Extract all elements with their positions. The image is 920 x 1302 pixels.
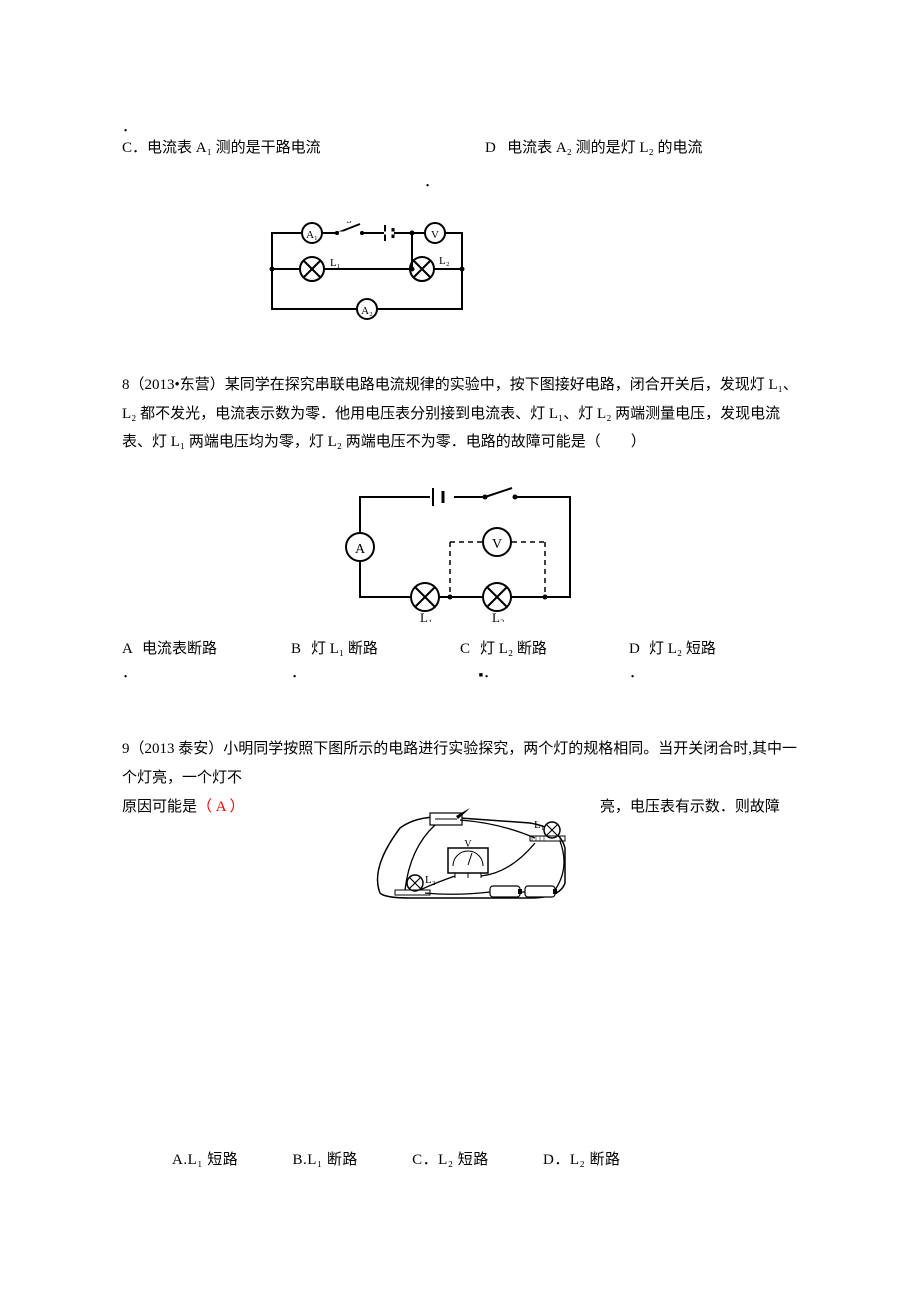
q9-text-before: 小明同学按照下图所示的电路进行实验探究，两个灯的规格相同。当开关闭合时,其中一个…	[122, 741, 797, 786]
q8-number: 8	[122, 377, 130, 393]
q9-option-a: A.L₁ 短路	[172, 1148, 238, 1169]
q7-option-d: D 电流表 A₂ 测的是灯 L₂ 的电流	[485, 136, 798, 160]
option-d-text: D 电流表 A₂ 测的是灯 L₂ 的电流	[485, 140, 703, 156]
svg-text:V: V	[464, 839, 472, 850]
q9-wrap-row: 原因可能是（ A ）	[122, 793, 798, 908]
question-8: 8（2013•东营）某同学在探究串联电路电流规律的实验中，按下图接好电路，闭合开…	[122, 371, 798, 457]
svg-text:A₂: A₂	[361, 305, 373, 317]
svg-text:A₁: A₁	[306, 229, 318, 241]
q9-option-d: D．L₂ 断路	[543, 1148, 620, 1169]
q9-text-after: 亮，电压表有示数．则故障	[600, 799, 780, 815]
svg-text:L₁: L₁	[420, 610, 432, 622]
q9-answer: （ A ）	[197, 799, 245, 815]
q7-option-c: C．电流表 A₁ 测的是干路电流	[122, 136, 435, 160]
q9-option-c: C．L₂ 短路	[412, 1148, 489, 1169]
question-9: 9（2013 泰安）小明同学按照下图所示的电路进行实验探究，两个灯的规格相同。当…	[122, 735, 798, 1170]
svg-text:A: A	[355, 542, 366, 557]
q7-circuit-diagram: A₁ S V L₁ L₂	[267, 221, 467, 321]
q8-opt-c-text: 灯 L₂ 断路	[480, 641, 547, 657]
svg-text:V: V	[431, 229, 439, 241]
dot-marker-1: ．	[122, 115, 798, 136]
q8-opt-d-text: 灯 L₂ 短路	[649, 641, 716, 657]
svg-text:L₂: L₂	[439, 255, 450, 267]
svg-text:V: V	[492, 537, 502, 552]
q9-text-line3: 原因可能是	[122, 799, 197, 815]
q7-options-cd: C．电流表 A₁ 测的是干路电流 D 电流表 A₂ 测的是灯 L₂ 的电流	[122, 136, 798, 160]
dot-marker-2: ．	[424, 170, 798, 191]
q9-text-left: 原因可能是（ A ）	[122, 793, 340, 822]
q8-option-b: B灯 L₁ 断路 ．	[291, 637, 460, 685]
svg-text:S: S	[346, 221, 352, 226]
q8-opt-a-text: 电流表断路	[142, 641, 217, 657]
q8-option-c: C灯 L₂ 断路 ■．	[460, 637, 629, 685]
q9-text-right: 亮，电压表有示数．则故障	[600, 793, 798, 822]
q9-circuit-diagram: L₁ V L₂	[360, 798, 580, 908]
option-c-text: C．电流表 A₁ 测的是干路电流	[122, 140, 321, 156]
q8-opt-b-text: 灯 L₁ 断路	[311, 641, 378, 657]
svg-text:L₁: L₁	[534, 819, 545, 831]
q9-options: A.L₁ 短路 B.L₁ 断路 C．L₂ 短路 D．L₂ 断路	[172, 1148, 798, 1169]
q8-option-d: D灯 L₂ 短路 ．	[629, 637, 798, 685]
q8-options: A电流表断路 ． B灯 L₁ 断路 ． C灯 L₂ 断路 ■． D灯 L₂ 短路…	[122, 637, 798, 685]
q8-circuit-diagram: A V L₁ L₂	[335, 482, 585, 622]
q9-number: 9	[122, 741, 130, 757]
page-content: ． C．电流表 A₁ 测的是干路电流 D 电流表 A₂ 测的是灯 L₂ 的电流 …	[0, 0, 920, 1169]
q9-text-line: 9（2013 泰安）小明同学按照下图所示的电路进行实验探究，两个灯的规格相同。当…	[122, 735, 798, 794]
svg-text:L₂: L₂	[492, 610, 504, 622]
q8-source: （2013•东营）	[130, 377, 225, 393]
q9-option-b: B.L₁ 断路	[292, 1148, 357, 1169]
q8-option-a: A电流表断路 ．	[122, 637, 291, 685]
svg-text:L₁: L₁	[330, 257, 341, 269]
q9-source: （2013 泰安）	[130, 741, 224, 757]
